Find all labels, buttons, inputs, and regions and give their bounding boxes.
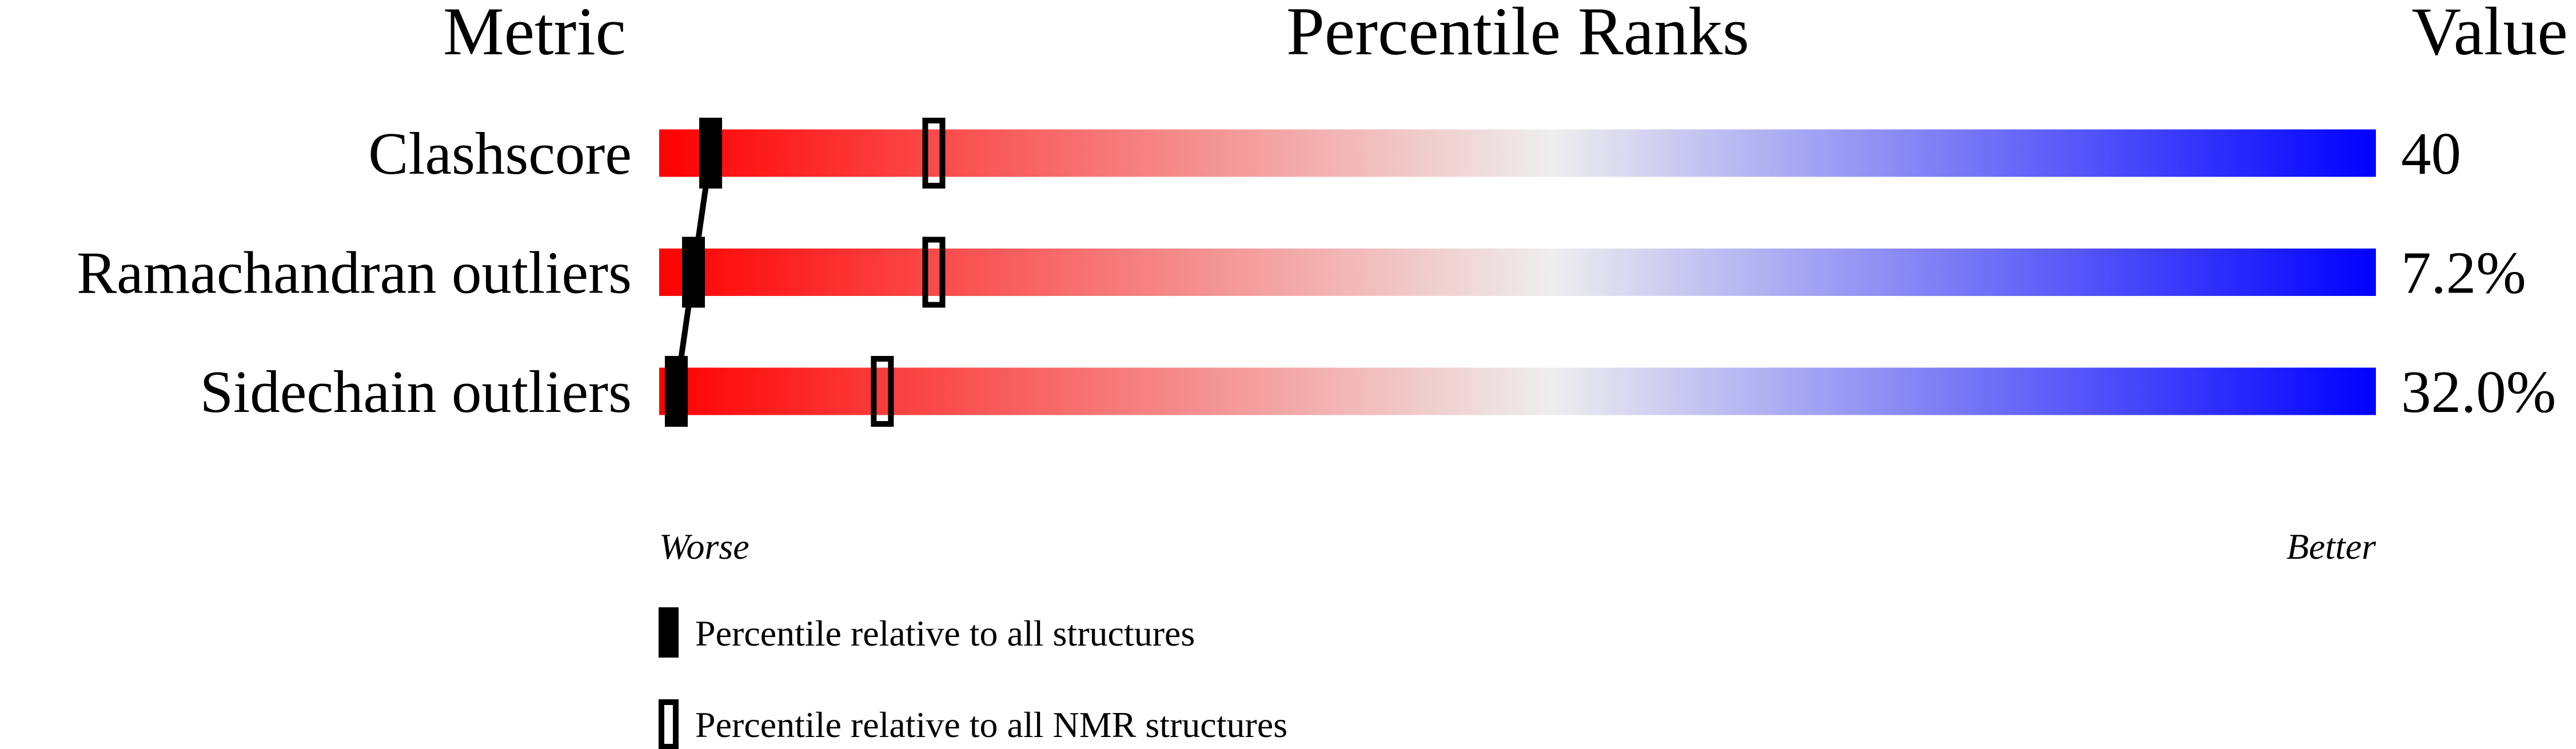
metric-value: 32.0% [2401, 358, 2556, 425]
percentile-bar [659, 367, 2376, 415]
legend-filled-marker-icon [659, 607, 679, 658]
percentile-bar [659, 249, 2376, 296]
percentile-header: Percentile Ranks [1286, 0, 1749, 69]
worse-label: Worse [659, 526, 749, 567]
value-header: Value [2411, 0, 2567, 69]
metric-header: Metric [443, 0, 626, 69]
metric-value: 40 [2401, 120, 2461, 187]
legend-all-label: Percentile relative to all structures [695, 613, 1195, 654]
metric-label: Ramachandran outliers [77, 239, 632, 306]
legend-nmr-label: Percentile relative to all NMR structure… [695, 704, 1287, 745]
nmr-structures-marker [922, 237, 946, 308]
nmr-structures-marker [871, 356, 894, 427]
legend-open-marker-icon [659, 699, 679, 749]
metric-value: 7.2% [2401, 239, 2526, 306]
metric-label: Clashscore [368, 120, 632, 187]
better-label: Better [2287, 526, 2376, 567]
percentile-bar [659, 129, 2376, 177]
all-structures-marker [665, 356, 688, 427]
nmr-structures-marker [922, 118, 946, 189]
all-structures-marker [682, 237, 705, 308]
all-structures-marker [699, 118, 723, 189]
metric-label: Sidechain outliers [200, 358, 632, 425]
